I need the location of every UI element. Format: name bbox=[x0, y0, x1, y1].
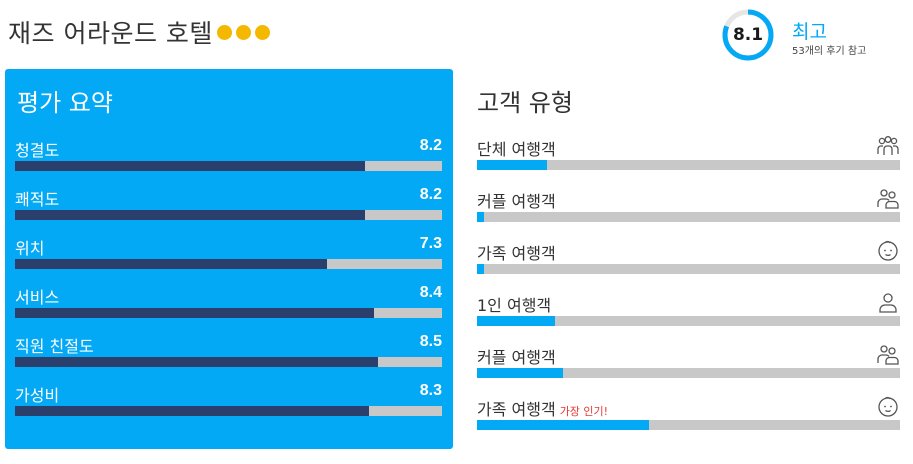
rating-bar-track bbox=[15, 357, 442, 367]
traveler-bar-fill bbox=[477, 368, 563, 378]
traveler-type-label: 1인 여행객 bbox=[477, 292, 551, 316]
rating-row: 위치 7.3 bbox=[15, 235, 442, 271]
traveler-bar-fill bbox=[477, 160, 547, 170]
rating-value: 8.5 bbox=[419, 333, 442, 350]
couple-icon bbox=[876, 342, 900, 366]
popular-badge: 가장 인기! bbox=[559, 405, 609, 418]
score-ring-icon bbox=[722, 9, 774, 61]
traveler-type-row: 1인 여행객 bbox=[477, 290, 900, 330]
traveler-bar-track bbox=[477, 368, 900, 378]
traveler-bar-fill bbox=[477, 420, 650, 430]
solo-icon bbox=[876, 290, 900, 314]
group-icon bbox=[876, 134, 900, 158]
traveler-bar-fill bbox=[477, 316, 555, 326]
traveler-type-name: 가족 여행객 bbox=[477, 244, 556, 263]
traveler-type-title: 고객 유형 bbox=[477, 89, 573, 117]
rating-bar-track bbox=[15, 308, 442, 318]
rating-row: 직원 친절도 8.5 bbox=[15, 333, 442, 369]
rating-row: 서비스 8.4 bbox=[15, 284, 442, 320]
traveler-bar-track bbox=[477, 420, 900, 430]
family-icon bbox=[876, 394, 900, 418]
score-ring: 8.1 bbox=[721, 8, 775, 62]
review-count[interactable]: 53개의 후기 참고 bbox=[792, 46, 867, 57]
traveler-type-row: 가족 여행객 가장 인기! bbox=[477, 394, 900, 434]
score-word: 최고 bbox=[792, 21, 827, 43]
rating-row: 가성비 8.3 bbox=[15, 382, 442, 418]
traveler-type-name: 커플 여행객 bbox=[477, 192, 556, 211]
couple-icon bbox=[876, 186, 900, 210]
traveler-type-row: 커플 여행객 bbox=[477, 342, 900, 382]
rating-bar-fill bbox=[15, 308, 374, 318]
traveler-type-label: 커플 여행객 bbox=[477, 188, 556, 212]
traveler-type-row: 커플 여행객 bbox=[477, 186, 900, 226]
traveler-type-label: 단체 여행객 bbox=[477, 136, 556, 160]
star-icon bbox=[254, 24, 270, 40]
traveler-bar-track bbox=[477, 264, 900, 274]
traveler-bar-track bbox=[477, 160, 900, 170]
rating-label: 직원 친절도 bbox=[15, 337, 94, 356]
rating-bar-track bbox=[15, 259, 442, 269]
star-icon bbox=[216, 24, 232, 40]
rating-bar-fill bbox=[15, 406, 370, 416]
traveler-type-row: 단체 여행객 bbox=[477, 134, 900, 174]
rating-summary-panel: 평가 요약 청결도 8.2 쾌적도 8.2 위치 7.3 서비스 8.4 직원 친절도 8.5 가성… bbox=[5, 69, 453, 449]
family-icon bbox=[876, 238, 900, 262]
traveler-type-label: 커플 여행객 bbox=[477, 344, 556, 368]
traveler-type-name: 커플 여행객 bbox=[477, 348, 556, 367]
rating-label: 쾌적도 bbox=[15, 190, 60, 209]
rating-bar-track bbox=[15, 406, 442, 416]
rating-bar-track bbox=[15, 161, 442, 171]
rating-label: 서비스 bbox=[15, 288, 60, 307]
rating-bar-fill bbox=[15, 161, 366, 171]
rating-row: 청결도 8.2 bbox=[15, 137, 442, 173]
traveler-bar-track bbox=[477, 212, 900, 222]
star-icon bbox=[235, 24, 251, 40]
rating-label: 가성비 bbox=[15, 386, 60, 405]
rating-bar-fill bbox=[15, 210, 366, 220]
traveler-type-label: 가족 여행객 bbox=[477, 240, 556, 264]
summary-title: 평가 요약 bbox=[17, 89, 113, 117]
rating-row: 쾌적도 8.2 bbox=[15, 186, 442, 222]
traveler-type-name: 1인 여행객 bbox=[477, 296, 552, 315]
traveler-type-row: 가족 여행객 bbox=[477, 238, 900, 278]
rating-bar-fill bbox=[15, 259, 327, 269]
traveler-type-name: 가족 여행객 bbox=[477, 400, 556, 419]
rating-bar-fill bbox=[15, 357, 378, 367]
score-value: 8.1 bbox=[732, 25, 764, 45]
traveler-type-label: 가족 여행객 가장 인기! bbox=[477, 396, 608, 420]
star-rating bbox=[216, 24, 270, 40]
traveler-bar-fill bbox=[477, 264, 485, 274]
traveler-bar-fill bbox=[477, 212, 485, 222]
rating-value: 8.4 bbox=[419, 284, 442, 301]
rating-label: 청결도 bbox=[15, 141, 60, 160]
rating-label: 위치 bbox=[15, 239, 45, 258]
traveler-bar-track bbox=[477, 316, 900, 326]
rating-bar-track bbox=[15, 210, 442, 220]
rating-value: 7.3 bbox=[419, 235, 442, 252]
rating-value: 8.2 bbox=[419, 186, 442, 203]
hotel-name: 재즈 어라운드 호텔 bbox=[8, 19, 213, 48]
rating-value: 8.3 bbox=[419, 382, 442, 399]
rating-value: 8.2 bbox=[419, 137, 442, 154]
traveler-type-name: 단체 여행객 bbox=[477, 140, 556, 159]
hotel-title: 재즈 어라운드 호텔 bbox=[8, 14, 270, 50]
